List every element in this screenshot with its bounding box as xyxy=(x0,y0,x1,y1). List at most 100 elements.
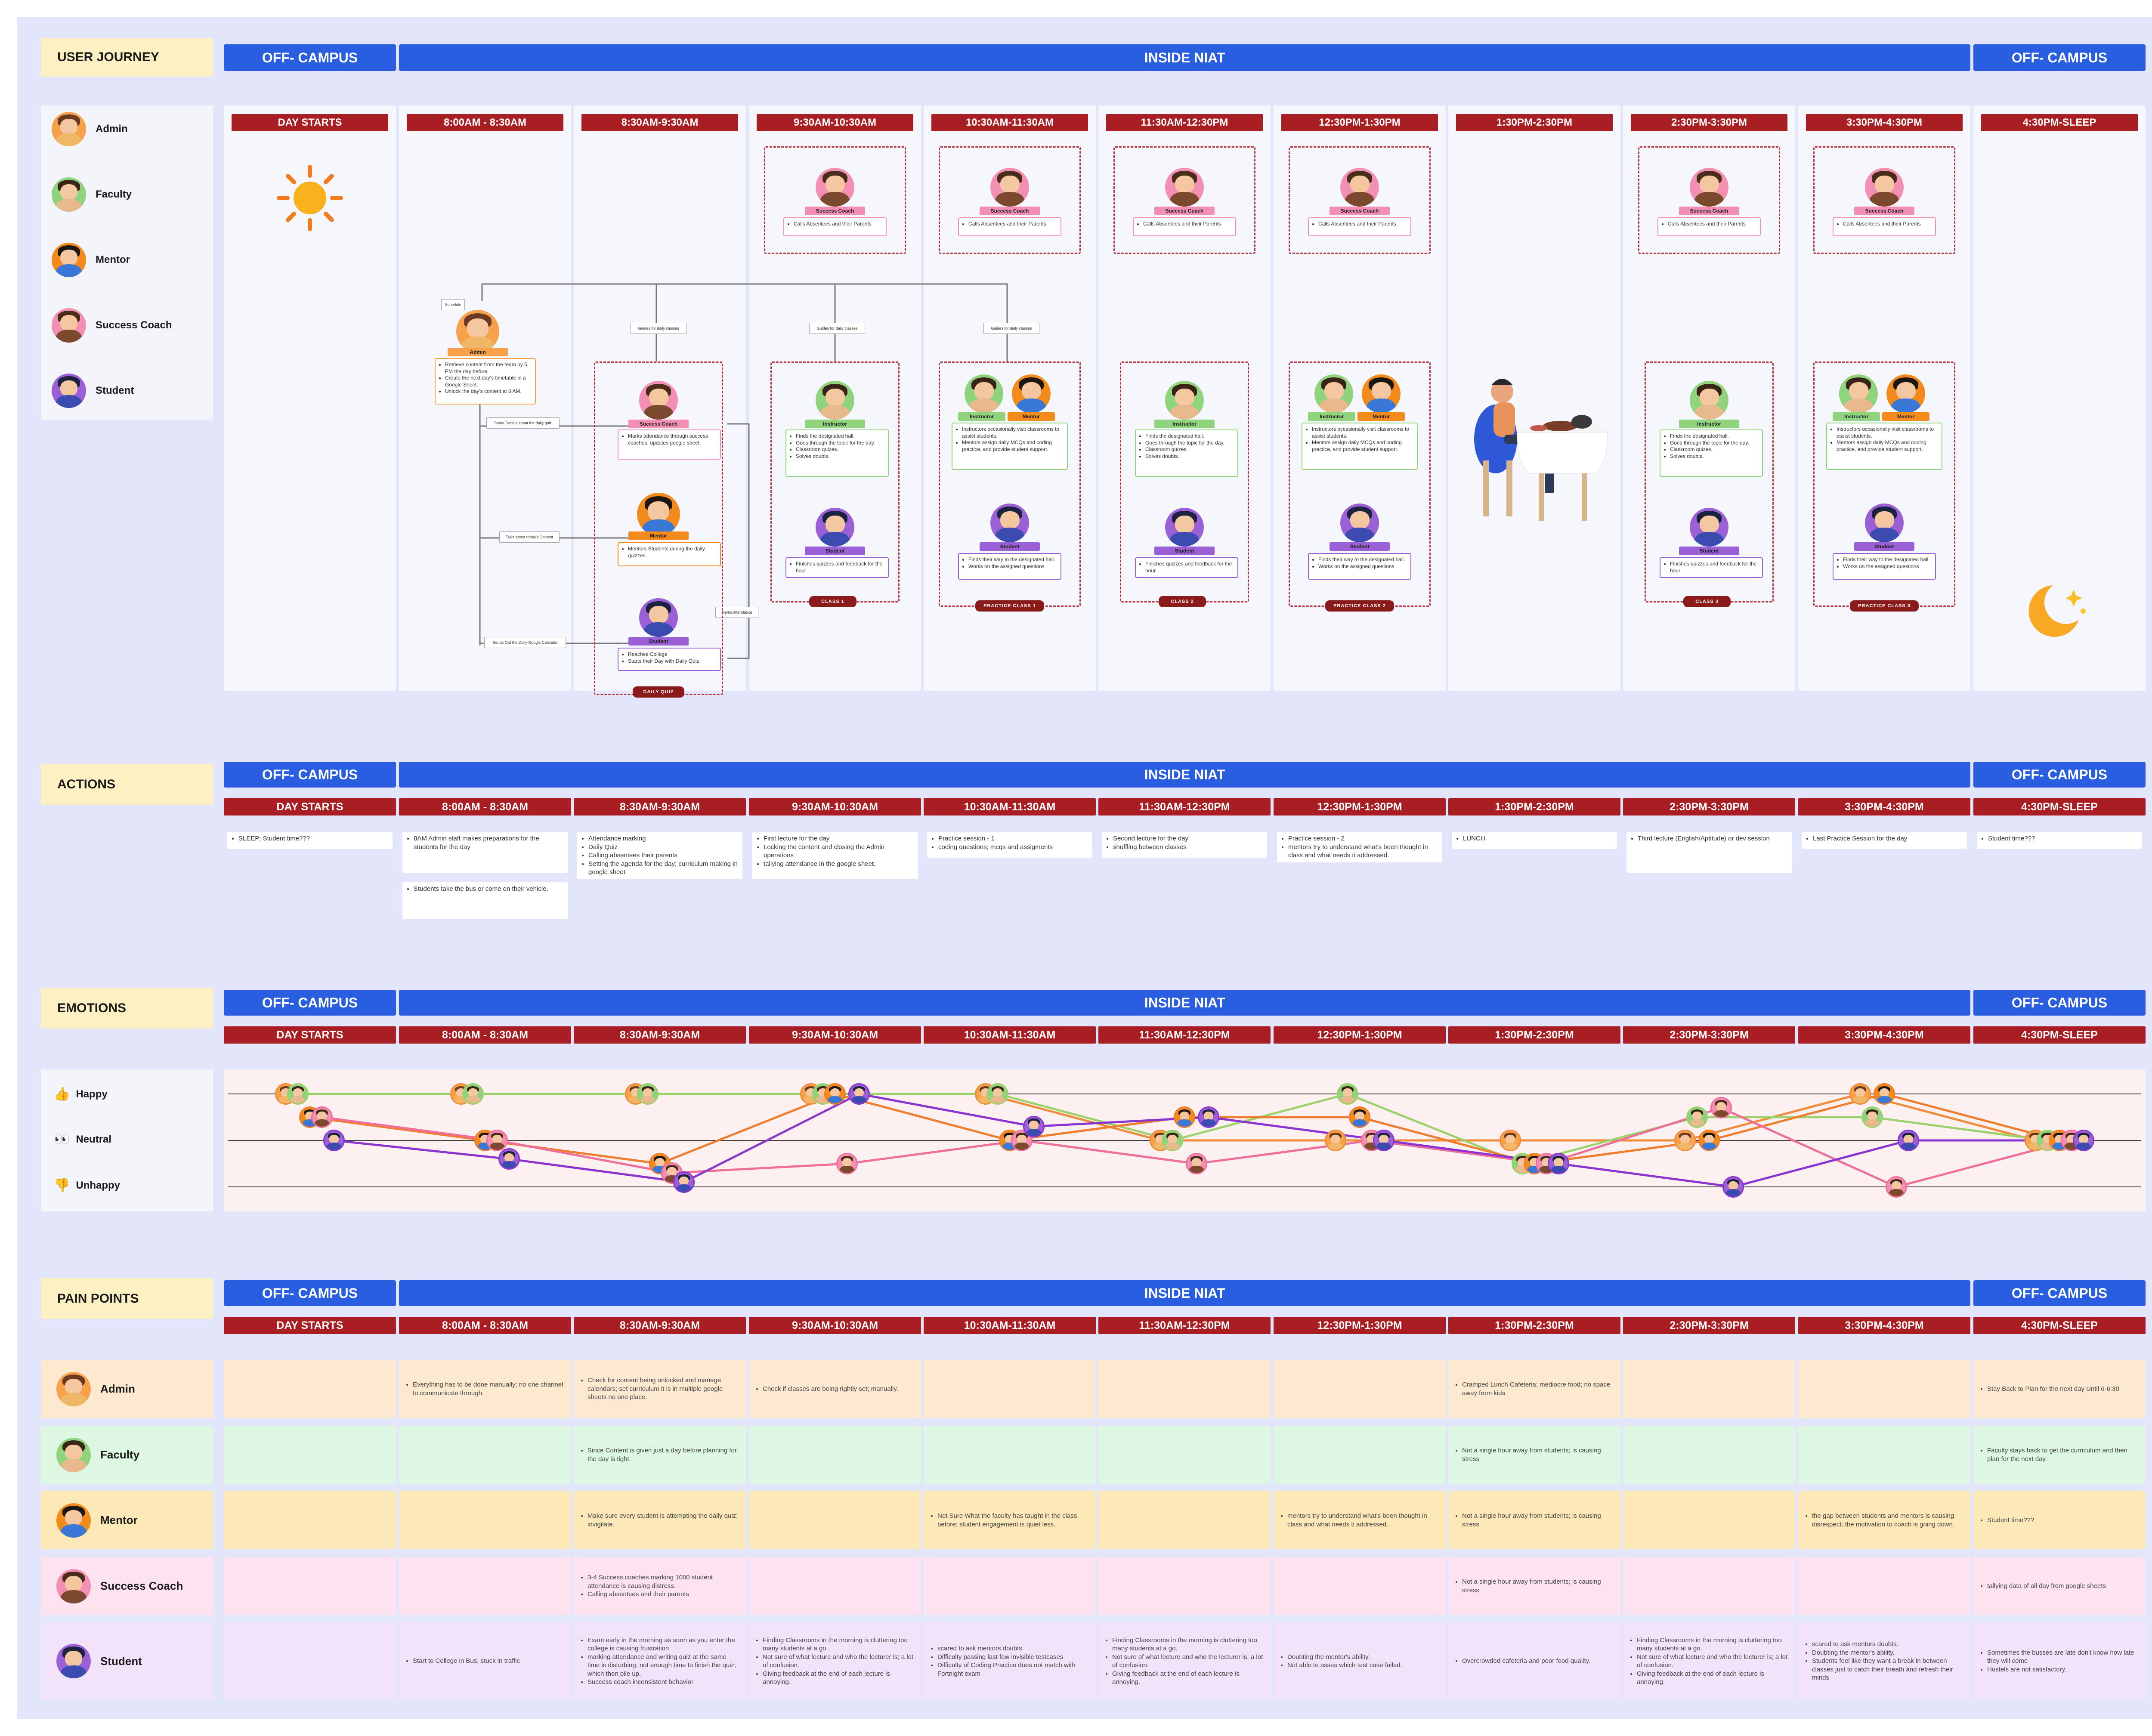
pill-student: Student xyxy=(1154,547,1215,555)
avatar-part xyxy=(1017,1134,1027,1144)
coach-card: Calls Absentees and their Parents xyxy=(1657,217,1761,236)
zone-off-campus: OFF- CAMPUS xyxy=(1973,1280,2146,1306)
action-card: 8AM Admin staff makes preparations for t… xyxy=(402,832,568,873)
student-avatar xyxy=(56,1644,91,1678)
success-coach-avatar xyxy=(816,168,854,207)
pill-success-coach: Success Coach xyxy=(805,207,865,215)
avatar-part xyxy=(1168,1134,1177,1144)
avatar-part xyxy=(1869,192,1899,207)
student-avatar xyxy=(1690,508,1728,547)
pain-item: Doubting the mentor's ability. xyxy=(1812,1649,1964,1657)
avatar-part xyxy=(825,516,845,534)
pain-cell xyxy=(1798,1557,1970,1615)
pain-cell: Finding Classrooms in the morning is clu… xyxy=(1623,1622,1795,1700)
avatar-part xyxy=(1891,398,1921,413)
avatar-part xyxy=(1376,1143,1391,1150)
avatar-part xyxy=(995,527,1025,542)
avatar-part xyxy=(1201,1119,1216,1127)
action-card: Practice session - 1coding questions; mc… xyxy=(927,832,1092,858)
avatar-part xyxy=(1328,1143,1343,1150)
student-practice-card: Finds their way to the designated hall.W… xyxy=(1308,553,1411,580)
success-coach-avatar xyxy=(990,168,1029,207)
pain-item: Calling absentees and their parents xyxy=(587,1590,740,1599)
avatar-part xyxy=(1896,382,1916,400)
avatar-part xyxy=(1371,382,1391,400)
pain-cell xyxy=(749,1426,921,1484)
time-slot: 1:30PM-2:30PM xyxy=(1448,798,1620,815)
avatar-part xyxy=(677,1184,691,1192)
emotion-point xyxy=(1548,1153,1569,1174)
pain-item: Finding Classrooms in the morning is clu… xyxy=(1112,1636,1265,1653)
avatar-part xyxy=(649,606,668,624)
pain-item: Finding Classrooms in the morning is clu… xyxy=(763,1636,915,1653)
card-item: Goes through the topic for the day. xyxy=(1145,440,1234,447)
avatar-part xyxy=(1345,192,1375,207)
zone-off-campus: OFF- CAMPUS xyxy=(224,44,396,71)
avatar-part xyxy=(1692,1111,1702,1121)
card-item: Marks attendance through success coaches… xyxy=(628,433,717,446)
emotion-point xyxy=(1162,1130,1183,1151)
avatar-part xyxy=(1865,1119,1880,1127)
avatar-part xyxy=(655,1158,665,1167)
pain-cell xyxy=(1798,1360,1970,1418)
avatar-part xyxy=(1889,1189,1904,1196)
time-slot: 9:30AM-10:30AM xyxy=(749,1026,921,1044)
time-slot: DAY STARTS xyxy=(232,114,388,131)
student-class-card: Finishes quizzes and feedback for the ho… xyxy=(1135,557,1238,578)
success-coach-avatar xyxy=(639,381,678,420)
card-item: Reaches College xyxy=(628,651,717,658)
pain-cell: Not Sure What the faculty has taught in … xyxy=(924,1491,1096,1549)
time-slot: 9:30AM-10:30AM xyxy=(757,114,913,131)
role-label: Faculty xyxy=(100,1448,140,1461)
avatar-part xyxy=(466,1096,480,1103)
instructor-avatar xyxy=(965,374,1003,413)
sun-icon xyxy=(277,165,343,231)
instructor-avatar xyxy=(816,381,854,420)
pain-item: Since Content is given just a day before… xyxy=(587,1446,740,1463)
avatar-part xyxy=(995,192,1025,207)
tag-practice1: PRACTICE CLASS 1 xyxy=(975,600,1044,612)
card-item: Solves doubts. xyxy=(1145,453,1234,460)
avatar-part xyxy=(1853,1096,1868,1103)
journey-board: USER JOURNEY OFF- CAMPUS INSIDE NIAT OFF- C… xyxy=(17,17,2152,1719)
avatar-part xyxy=(1350,511,1370,529)
card-item: Unlock the day's content at 8 AM. xyxy=(445,388,532,395)
pain-item: Not a single hour away from students; is… xyxy=(1462,1446,1614,1463)
emotion-point xyxy=(1198,1106,1219,1128)
emotion-point xyxy=(1674,1130,1696,1151)
flow-note: Sends Out the Daily Google Calendar xyxy=(484,637,566,648)
pain-cell: mentors try to understand what's been th… xyxy=(1274,1491,1446,1549)
mentor-avatar xyxy=(52,243,86,277)
time-slot: DAY STARTS xyxy=(224,798,396,815)
avatar-part xyxy=(1901,1143,1916,1150)
emotion-point xyxy=(1722,1176,1744,1198)
instructor-avatar xyxy=(1839,374,1878,413)
pain-cell: Stay Back to Plan for the next day Until… xyxy=(1973,1360,2146,1418)
emotion-point xyxy=(848,1083,870,1105)
avatar-part xyxy=(679,1176,689,1186)
pain-cell: Finding Classrooms in the morning is clu… xyxy=(749,1622,921,1700)
card-item: Classroom quizes. xyxy=(1145,446,1234,453)
card-item: Calls Absentees and their Parents xyxy=(1843,221,1932,228)
section-title-journey: USER JOURNEY xyxy=(41,38,213,77)
coach-card: Calls Absentees and their Parents xyxy=(1133,217,1236,236)
role-success-coach: Success Coach xyxy=(52,308,172,343)
student-quiz-card: Reaches CollegeStarts their Day with Dai… xyxy=(618,648,721,671)
avatar-part xyxy=(317,1111,327,1121)
success-coach-avatar xyxy=(1865,168,1904,207)
role-label: Mentor xyxy=(96,254,130,266)
emotion-point xyxy=(1023,1115,1045,1137)
avatar-part xyxy=(649,389,668,407)
pain-cell: Sometimes the busses are late don't know… xyxy=(1973,1622,2146,1700)
card-item: Calls Absentees and their Parents xyxy=(1668,221,1756,228)
action-item: 8AM Admin staff makes preparations for t… xyxy=(414,834,563,851)
pain-item: Difficulty passing last few invisible te… xyxy=(937,1653,1090,1662)
pain-cell xyxy=(1098,1426,1271,1484)
avatar-part xyxy=(1016,398,1046,413)
pain-cell: Doubting the mentor's ability.Not able t… xyxy=(1274,1622,1446,1700)
card-item: Mentors assign daily MCQs and coding pra… xyxy=(1837,439,1938,453)
pain-item: Giving feedback at the end of each lectu… xyxy=(763,1670,915,1687)
emotion-point xyxy=(1325,1130,1346,1151)
pain-item: Stay Back to Plan for the next day Until… xyxy=(1987,1385,2119,1393)
avatar-part xyxy=(1694,531,1724,547)
